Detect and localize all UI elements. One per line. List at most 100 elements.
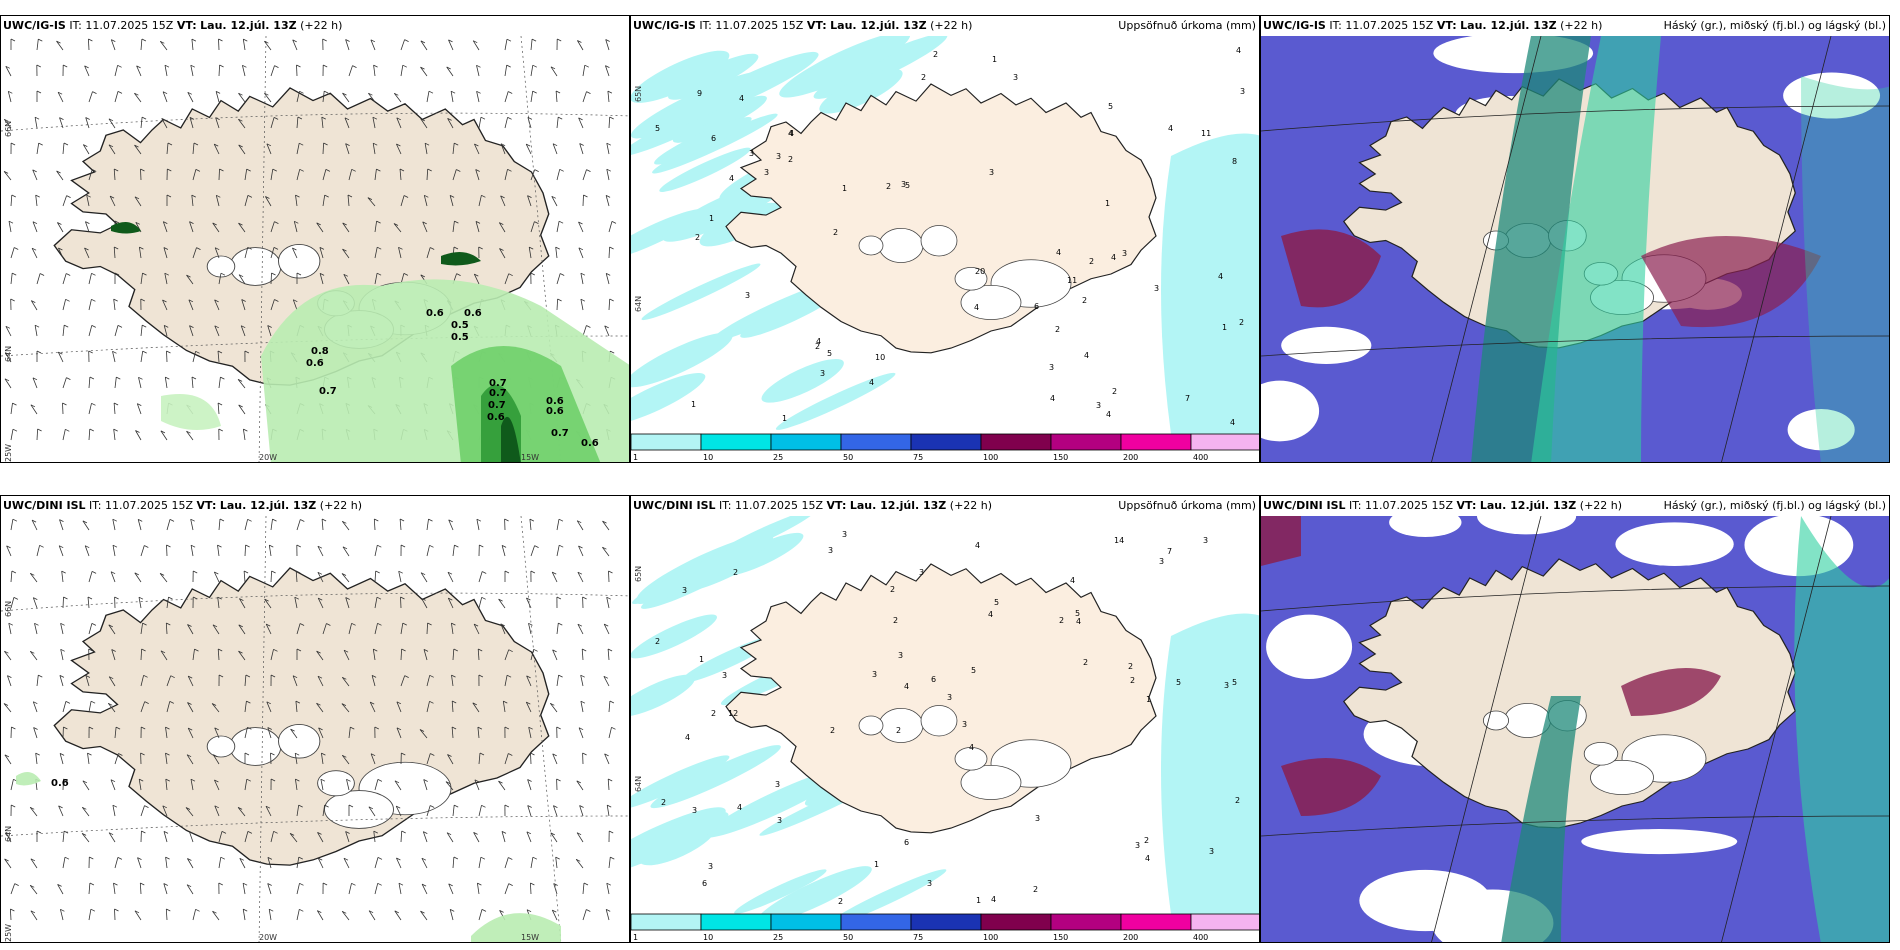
wind-barb xyxy=(552,753,558,765)
wind-barb xyxy=(295,195,298,207)
wind-barb xyxy=(187,92,194,103)
wind-barb-flag xyxy=(295,700,301,704)
wind-barb-flag xyxy=(555,246,560,250)
wind-barb xyxy=(134,144,142,155)
wind-barb-flag xyxy=(604,753,609,757)
wind-barb-flag xyxy=(212,910,217,914)
precip-value-label: 4 xyxy=(1236,46,1241,55)
axis-label: 25W xyxy=(4,924,13,942)
wind-barb xyxy=(426,622,428,635)
wind-barb xyxy=(10,519,14,531)
precip-value-label: 4 xyxy=(739,94,744,103)
wind-barb xyxy=(264,92,272,103)
wind-barb xyxy=(577,624,584,635)
wind-barb-flag xyxy=(65,701,71,704)
cloud-mid-area xyxy=(1621,668,1721,716)
precip-value-label: 3 xyxy=(901,180,906,189)
wind-barb xyxy=(577,40,584,51)
wind-barb-flag xyxy=(187,858,192,861)
wind-barb-flag xyxy=(84,65,89,69)
wind-barb xyxy=(242,909,246,921)
wind-barb xyxy=(217,597,220,609)
wind-barb xyxy=(504,857,509,869)
precip-value-label: 3 xyxy=(919,568,924,577)
wind-barb xyxy=(29,651,38,661)
precip-value-label: 4 xyxy=(816,337,821,346)
wind-barb xyxy=(582,91,587,103)
legend-swatch xyxy=(770,433,842,451)
wind-barb-flag xyxy=(429,700,434,704)
wind-barb-flag xyxy=(507,168,512,172)
wind-barb-flag xyxy=(33,727,38,730)
wind-barb xyxy=(192,351,196,363)
wind-barb-flag xyxy=(552,753,557,757)
wind-barb xyxy=(504,39,508,51)
wind-speed-area xyxy=(111,222,141,234)
wind-barb-flag xyxy=(481,909,487,912)
wind-barb xyxy=(501,545,506,557)
wind-barb-flag xyxy=(87,596,93,600)
wind-barb-flag xyxy=(605,195,611,198)
wind-barb-flag xyxy=(188,299,194,303)
wind-barb-flag xyxy=(60,908,65,912)
wind-barb xyxy=(35,753,38,765)
wind-barb xyxy=(238,144,246,155)
clear-sky-patch xyxy=(1359,869,1492,932)
wind-barb-flag xyxy=(399,518,405,522)
wind-barb xyxy=(528,727,532,739)
wind-barb-flag xyxy=(110,571,116,575)
wind-barb-flag xyxy=(109,195,115,199)
wind-barb-flag xyxy=(555,856,560,860)
precip-streak xyxy=(718,532,804,577)
precip-value-label: 4 xyxy=(974,303,979,312)
wind-barb xyxy=(81,807,90,817)
wind-barb xyxy=(424,143,428,155)
wind-barb-flag xyxy=(476,518,482,522)
wind-barb xyxy=(451,675,454,687)
wind-barb-flag xyxy=(166,194,172,198)
wind-barb xyxy=(423,649,428,661)
wind-barb xyxy=(113,429,116,441)
wind-barb xyxy=(237,807,246,817)
wind-barb xyxy=(452,143,455,155)
wind-barb-flag xyxy=(372,116,378,120)
wind-barb-flag xyxy=(450,90,456,94)
clear-sky-patch xyxy=(1615,522,1734,566)
wind-barb xyxy=(582,65,586,77)
wind-barb xyxy=(215,117,220,129)
wind-barb-flag xyxy=(63,830,69,834)
glacier xyxy=(954,266,988,291)
wind-barb xyxy=(296,116,299,129)
wind-barb-flag xyxy=(34,116,40,120)
wind-barb-flag xyxy=(4,378,10,382)
wind-barb-flag xyxy=(347,194,353,198)
wind-barb xyxy=(113,168,116,181)
wind-barb xyxy=(244,779,248,791)
wind-barb-flag xyxy=(142,622,147,626)
wind-barb xyxy=(243,570,246,583)
wind-barb-flag xyxy=(375,570,380,574)
legend-tick-label: 1 xyxy=(633,933,638,942)
wind-barb xyxy=(322,169,327,181)
wind-barb-flag xyxy=(138,376,143,380)
wind-barb xyxy=(62,142,65,155)
wind-barb-flag xyxy=(272,168,277,172)
precip-value-label: 2 xyxy=(788,155,793,164)
wind-barb xyxy=(214,805,220,817)
cloud-mid-area xyxy=(1641,236,1821,328)
wind-barb xyxy=(88,325,93,337)
wind-barb xyxy=(270,169,274,181)
wind-barb-flag xyxy=(114,596,119,600)
wind-barb xyxy=(165,753,168,765)
wind-barb xyxy=(114,908,116,921)
wind-value-label: 0.6 xyxy=(546,406,564,417)
wind-barb-flag xyxy=(141,726,146,730)
wind-barb xyxy=(270,831,274,843)
wind-barb-flag xyxy=(162,91,168,95)
wind-barb-flag xyxy=(479,752,485,756)
wind-barb xyxy=(218,831,223,843)
wind-barb xyxy=(110,39,116,51)
wind-barb-flag xyxy=(400,544,406,548)
wind-barb xyxy=(163,325,168,337)
